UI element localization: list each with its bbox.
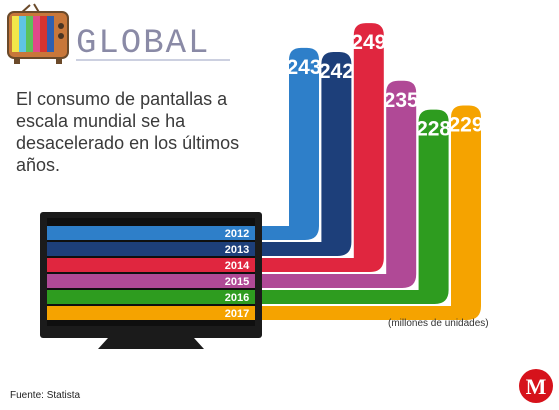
year-label-2017: 2017 — [225, 308, 249, 320]
bar-2016 — [255, 109, 449, 304]
bar-2015 — [255, 80, 417, 288]
source-label: Fuente: Statista — [10, 390, 81, 401]
bar-2014 — [255, 23, 384, 273]
year-label-2014: 2014 — [225, 260, 250, 272]
value-label-2017: 229 — [448, 114, 483, 137]
bar-2013 — [255, 51, 352, 257]
value-label-2016: 228 — [416, 118, 451, 141]
tv-band-2015 — [47, 274, 255, 288]
tv-band-2017 — [47, 306, 255, 320]
value-label-2013: 242 — [319, 60, 354, 83]
brand-title: GLOBAL — [76, 25, 210, 63]
value-label-2015: 235 — [384, 89, 419, 112]
tv-band-2012 — [47, 226, 255, 240]
value-label-2012: 243 — [286, 56, 321, 79]
value-label-2014: 249 — [351, 31, 386, 54]
tv-band-2013 — [47, 242, 255, 256]
unit-label: (millones de unidades) — [388, 318, 489, 329]
logo-letter: M — [526, 374, 547, 399]
tv-band-2014 — [47, 258, 255, 272]
year-label-2015: 2015 — [225, 276, 249, 288]
year-label-2012: 2012 — [225, 228, 249, 240]
tv-year-bands: 2017 2016 2015 2014 2013 2012 — [47, 226, 255, 320]
headline: El consumo de pantallas a escala mundial… — [16, 89, 240, 175]
bar-2017 — [255, 105, 481, 321]
year-label-2016: 2016 — [225, 292, 249, 304]
milenio-logo-icon: M — [519, 369, 553, 403]
year-label-2013: 2013 — [225, 244, 249, 256]
bar-2012 — [255, 47, 319, 241]
tv-band-2016 — [47, 290, 255, 304]
retro-tv-icon — [7, 3, 69, 64]
